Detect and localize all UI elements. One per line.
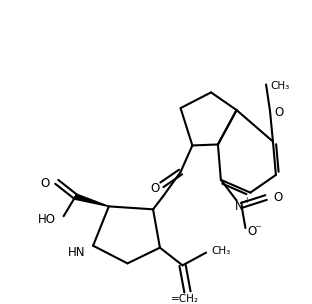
- Text: CH₃: CH₃: [270, 81, 289, 91]
- Text: O: O: [150, 182, 160, 195]
- Text: ⁻: ⁻: [254, 223, 261, 237]
- Text: =CH₂: =CH₂: [170, 294, 198, 304]
- Text: O: O: [247, 225, 257, 238]
- Text: CH₃: CH₃: [211, 246, 230, 256]
- Text: O: O: [41, 177, 50, 190]
- Text: O: O: [273, 191, 282, 204]
- Text: N: N: [235, 200, 244, 213]
- Text: +: +: [243, 196, 250, 205]
- Text: O: O: [274, 106, 283, 119]
- Text: HO: HO: [38, 213, 56, 226]
- Polygon shape: [75, 194, 109, 206]
- Text: HN: HN: [68, 246, 85, 259]
